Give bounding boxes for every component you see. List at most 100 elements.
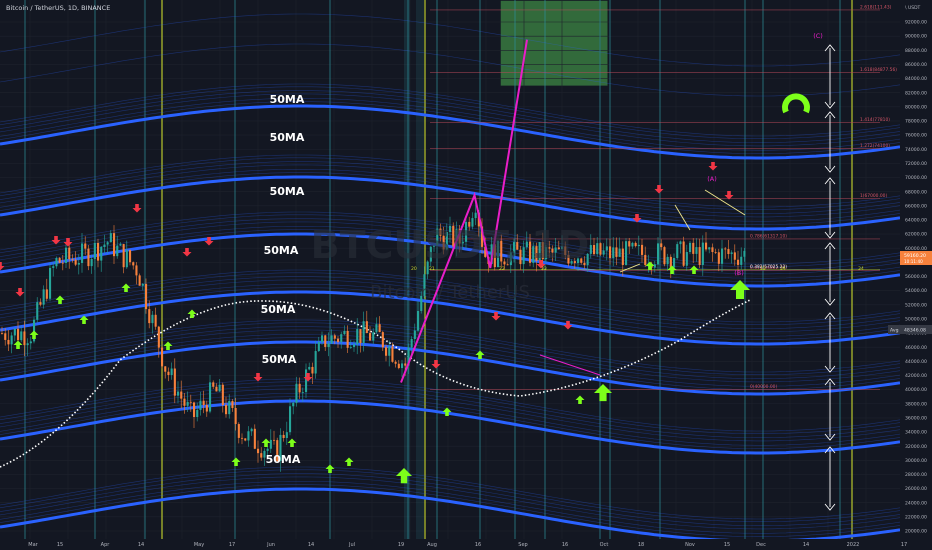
price-tick: 26000.00 (905, 486, 927, 492)
candle-body (503, 261, 506, 265)
price-tick: 60000.00 (905, 246, 927, 252)
buy-arrow (187, 309, 197, 319)
candle-body (68, 247, 71, 260)
candle-body (698, 247, 701, 265)
price-axis-background (900, 0, 932, 550)
time-axis[interactable]: Mar 15 Apr 14 May 17 Jun 14 Jul 19 Aug 16 Sep 16 Oct 18… (0, 539, 932, 550)
wave-band-line (0, 164, 901, 218)
price-tick: 70000.00 (905, 175, 927, 181)
candle-body (42, 289, 45, 305)
candle-body (247, 431, 250, 441)
candle-body (618, 248, 621, 257)
sell-arrow (708, 161, 718, 171)
big-buy-arrow (396, 468, 412, 484)
range-arrow-head (824, 312, 836, 320)
fib-label: 1.618(84877.56) (860, 67, 897, 73)
fib-label: 0.786(61317.10) (750, 233, 787, 239)
wave-band-line (0, 13, 901, 67)
wave-band-line (0, 481, 901, 534)
candle-body (84, 243, 87, 249)
candle-body (740, 256, 743, 265)
candle-body (39, 302, 42, 305)
price-tick: 88000.00 (905, 48, 927, 54)
candle-body (87, 248, 90, 267)
wave-band-line (0, 232, 901, 288)
price-tick: 62000.00 (905, 232, 927, 238)
sell-arrow (303, 372, 313, 382)
trend-line (674, 204, 691, 231)
candle-body (391, 346, 394, 362)
target-zone-box (500, 0, 608, 86)
sell-arrow (491, 311, 501, 321)
candle-body (625, 241, 628, 266)
candle-body (13, 328, 16, 336)
candle-body (689, 242, 692, 253)
candle-body (221, 384, 224, 406)
candle-body (519, 249, 522, 265)
range-arrow-head (824, 503, 836, 511)
candle-body (52, 266, 55, 268)
candle-body (205, 404, 208, 412)
candle-body (180, 391, 183, 399)
candle-body (551, 248, 554, 253)
candle-body (583, 262, 586, 266)
range-arrow-head (824, 44, 836, 52)
price-tick: 84000.00 (905, 76, 927, 82)
candle-body (439, 228, 442, 236)
candle-body (349, 346, 352, 348)
candle-body (714, 252, 717, 253)
candle-body (669, 256, 672, 268)
candle-body (257, 448, 260, 454)
candle-body (305, 369, 308, 393)
candle-body (337, 338, 340, 342)
vertical-range-arrows (824, 44, 836, 511)
candle-body (282, 434, 285, 438)
candle-body (461, 241, 464, 244)
price-axis[interactable]: 92000.00 90000.00 88000.00 86000.00 84000.00… (888, 0, 932, 550)
sell-arrow (536, 259, 546, 269)
candle-body (570, 261, 573, 264)
candle-body (465, 221, 468, 242)
time-tick: Nov (685, 542, 695, 548)
ma-label: 50MA (262, 353, 297, 366)
candle-body (289, 406, 292, 433)
projection-path (400, 39, 746, 383)
wave-band-line (0, 157, 901, 210)
candle-body (397, 363, 400, 369)
time-tick: May (194, 542, 204, 548)
candle-body (695, 247, 698, 254)
candle-body (711, 247, 714, 253)
time-tick: Mar (28, 542, 38, 548)
candle-body (666, 256, 669, 265)
candle-body (93, 242, 96, 259)
candle-body (122, 244, 125, 268)
candle-body (673, 258, 676, 268)
time-tick: Dec (756, 542, 766, 548)
buy-arrow (231, 457, 241, 467)
time-tick: 16 (475, 542, 481, 548)
time-tick: 19 (398, 542, 404, 548)
candle-body (250, 428, 253, 432)
candle-body (202, 400, 205, 405)
candle-body (119, 244, 122, 246)
candle-body (682, 241, 685, 266)
candle-body (641, 244, 644, 255)
candle-body (4, 333, 7, 340)
wave-band-line (0, 90, 901, 143)
candle-body (413, 330, 416, 339)
candle-body (535, 246, 538, 261)
candle-body (244, 438, 247, 441)
candle-body (199, 400, 202, 410)
candle-body (529, 241, 532, 263)
range-arrow-head (824, 242, 836, 250)
avg-value: 48346.08 (904, 328, 926, 334)
cycle-number: 34 (780, 266, 786, 272)
candle-body (724, 248, 727, 250)
candle-body (138, 275, 141, 286)
candle-body (455, 229, 458, 247)
candle-body (241, 437, 244, 439)
candle-body (353, 344, 356, 347)
candle-body (321, 335, 324, 343)
